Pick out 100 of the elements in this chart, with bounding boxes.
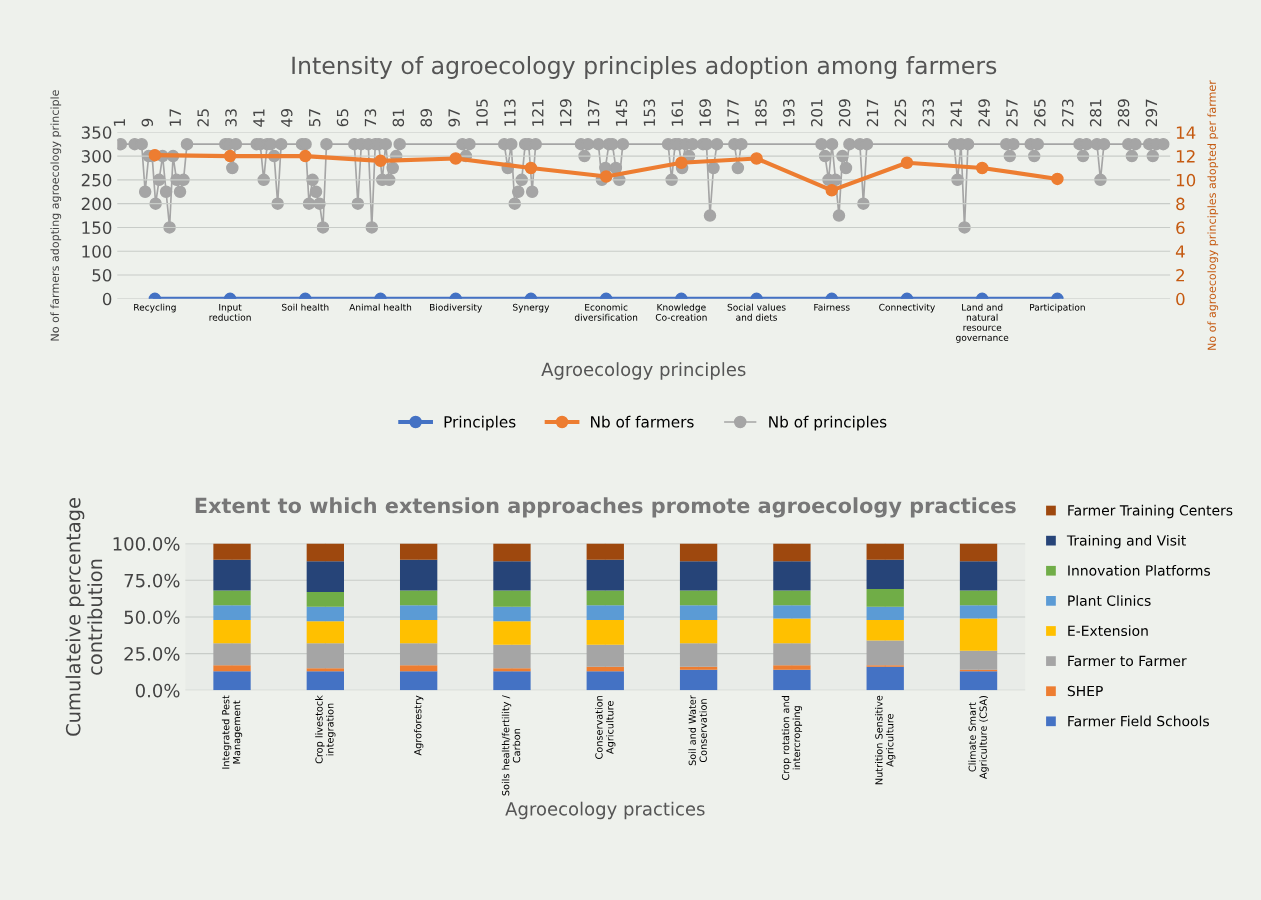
x-tick-label: 289: [1117, 99, 1130, 127]
bar: [679, 669, 718, 691]
bar: [399, 619, 438, 644]
x-tick-label: Animal health: [349, 303, 412, 311]
bar: [493, 621, 531, 645]
bar: [586, 619, 624, 645]
point: [599, 170, 613, 183]
y-tick-label: 4: [1175, 245, 1185, 258]
x-tick-label: Conservation Agriculture: [595, 695, 616, 759]
x-tick-label: Recycling: [134, 303, 176, 313]
x-tick-label: Soil and Water Conservation: [688, 695, 707, 766]
chart-title: Intensity of agroecology principles adoption among farmers: [292, 56, 997, 79]
x-tick-label: Connectivity: [879, 303, 935, 313]
bar: [586, 590, 624, 606]
x-tick-label: 89: [420, 109, 433, 127]
point: [299, 149, 312, 163]
bar: [399, 665, 438, 672]
y-axis-title: No of agroecology principles adopted per farmer: [1207, 80, 1219, 350]
x-tick-label: 113: [504, 99, 516, 126]
x-tick-label: Participation: [1030, 303, 1085, 313]
bar: [679, 605, 718, 620]
x-tick-label: 177: [727, 99, 739, 126]
x-tick-label: Synergy: [513, 303, 550, 313]
y-tick-label: 100.0%: [113, 537, 180, 551]
bar: [306, 606, 344, 622]
bar: [399, 605, 438, 620]
point: [449, 152, 462, 165]
x-tick-label: 297: [1145, 99, 1158, 127]
bar: [399, 543, 438, 560]
y-tick-label: 0: [1176, 292, 1185, 306]
bar: [213, 559, 251, 591]
x-tick-label: 257: [1006, 99, 1018, 127]
x-tick-label: Integrated Pest Management: [221, 695, 243, 769]
bar: [959, 590, 998, 606]
x-tick-label: 121: [532, 99, 544, 126]
chart-title: Extent to which extension approaches promote agroecology practices: [195, 497, 1016, 518]
bar: [213, 665, 251, 672]
x-tick-label: Economic diversification: [574, 303, 638, 321]
x-tick-label: 105: [476, 99, 488, 126]
bar: [306, 671, 344, 691]
x-tick-label: Crop livestock integration: [315, 695, 336, 764]
x-tick-label: 241: [950, 99, 962, 127]
bar: [866, 606, 904, 620]
y-tick-label: 25.0%: [124, 647, 180, 661]
bar: [213, 643, 251, 666]
x-tick-label: 169: [699, 99, 711, 126]
x-tick-label: 145: [615, 99, 628, 126]
x-tick-label: 41: [253, 109, 265, 127]
x-tick-label: Social values and diets: [727, 303, 786, 321]
x-tick-label: 49: [280, 109, 293, 127]
bar: [213, 619, 251, 644]
x-tick-label: 33: [225, 109, 237, 127]
bar: [866, 666, 904, 691]
bar: [306, 543, 344, 562]
bar: [866, 640, 904, 666]
x-tick-label: 25: [197, 109, 209, 127]
x-tick-label: 153: [643, 99, 656, 126]
bar: [306, 561, 344, 593]
x-tick-label: 137: [587, 99, 600, 126]
bar: [586, 543, 624, 560]
x-tick-label: 209: [838, 99, 851, 127]
bar: [399, 590, 438, 606]
legend-label: Training and Visit: [1066, 534, 1186, 549]
x-tick-label: 217: [866, 99, 879, 127]
legend-label: SHEP: [1067, 685, 1103, 697]
bar: [959, 605, 998, 619]
x-tick-label: Input reduction: [209, 303, 251, 321]
x-axis-title: Agroecology principles: [541, 362, 746, 380]
x-tick-label: 225: [894, 99, 907, 127]
point: [524, 161, 538, 175]
bar: [679, 543, 718, 562]
bar: [586, 605, 624, 620]
x-tick-label: 17: [169, 109, 181, 126]
bar: [866, 543, 904, 560]
bar: [959, 561, 998, 591]
y-tick-label: 10: [1176, 173, 1196, 187]
bar: [493, 543, 531, 562]
bar: [399, 671, 438, 691]
y-tick-label: 75.0%: [124, 573, 180, 588]
bar: [866, 559, 904, 590]
x-tick-label: 281: [1089, 99, 1102, 127]
bar: [306, 592, 344, 607]
point: [223, 149, 237, 163]
y-tick-label: 300: [81, 150, 112, 163]
x-tick-label: 273: [1061, 99, 1074, 127]
y-tick-label: 8: [1176, 197, 1185, 211]
x-tick-label: 73: [364, 109, 377, 127]
point: [1051, 172, 1064, 186]
y-tick-label: 50: [92, 268, 112, 282]
x-tick-label: 265: [1034, 99, 1046, 127]
x-tick-label: 233: [922, 99, 935, 127]
y-tick-label: 100: [82, 245, 112, 258]
point: [900, 156, 914, 169]
bar: [679, 561, 718, 591]
bar: [773, 669, 811, 691]
x-tick-label: 185: [755, 99, 767, 126]
bar: [213, 590, 251, 606]
bar: [866, 619, 904, 641]
bar: [306, 668, 344, 672]
bar: [213, 605, 251, 620]
